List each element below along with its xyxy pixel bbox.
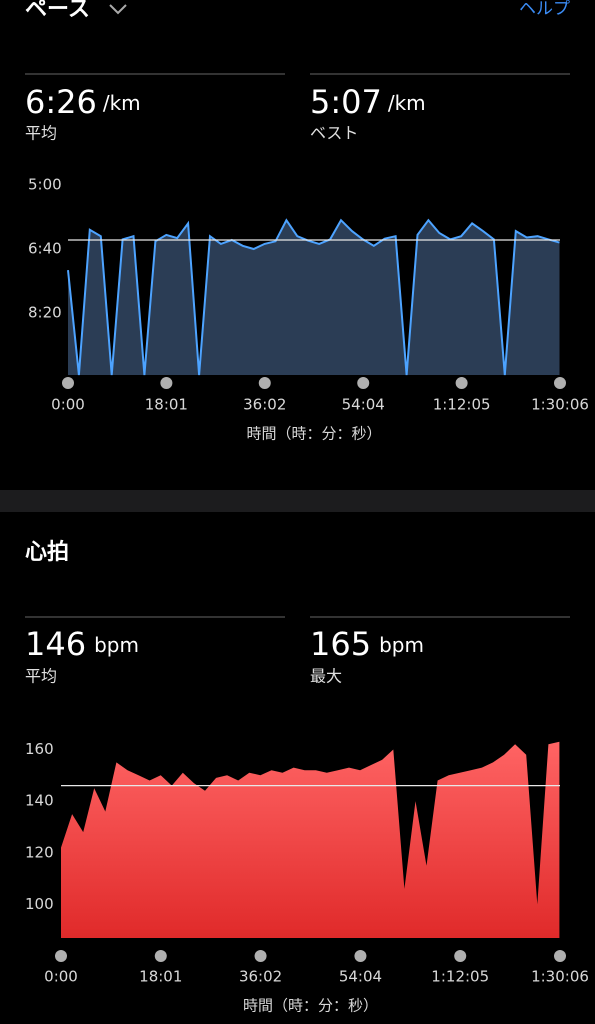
x-tick-dot (454, 950, 467, 962)
stat: 146 bpm (25, 625, 139, 663)
x-tick-dot (354, 950, 367, 962)
line (67, 218, 560, 376)
x-tick-label: 18:01 (139, 968, 182, 986)
y-tick-label: 140 (25, 792, 54, 810)
stat-label: 最大 (310, 667, 342, 686)
stat-label: 平均 (25, 124, 57, 143)
section-title: 心拍 (25, 539, 69, 565)
y-tick-label: 100 (25, 895, 54, 913)
section-separator (0, 490, 595, 512)
x-tick-dot (455, 377, 468, 389)
x-tick-label: 36:02 (239, 968, 282, 986)
section-title: ペース (25, 0, 90, 22)
y-tick-label: 120 (25, 843, 54, 861)
x-tick-label: 1:30:06 (531, 396, 589, 414)
y-tick-label: 5:00 (28, 176, 62, 194)
x-tick-dot (254, 950, 267, 962)
x-tick-dot (154, 950, 167, 962)
chevron[interactable] (109, 4, 127, 15)
x-tick-label: 0:00 (44, 968, 78, 986)
x-tick-label: 54:04 (339, 968, 382, 986)
x-tick-dot (55, 950, 67, 962)
x-tick-label: 1:12:05 (431, 968, 489, 986)
stat: 6:26/km (25, 83, 141, 121)
area (68, 220, 560, 375)
x-axis-label: 時間（時：分：秒） (243, 997, 378, 1015)
x-axis-label: 時間（時：分：秒） (246, 425, 381, 443)
y-tick-label: 6:40 (28, 239, 62, 257)
x-tick-dot (258, 377, 271, 389)
x-tick-label: 1:12:05 (433, 396, 491, 414)
stat: 5:07/km (310, 83, 426, 121)
y-tick-label: 160 (25, 740, 54, 758)
area (61, 741, 560, 938)
x-tick-label: 18:01 (145, 396, 188, 414)
stat-label: 平均 (25, 667, 57, 686)
x-tick-label: 0:00 (51, 396, 85, 414)
x-tick-label: 36:02 (243, 396, 286, 414)
stat: 165 bpm (310, 625, 424, 663)
stat-label: ベスト (310, 124, 358, 143)
help-link[interactable]: ヘルプ (519, 0, 570, 19)
x-tick-dot (160, 377, 173, 389)
y-tick-label: 8:20 (28, 303, 62, 321)
x-tick-label: 1:30:06 (531, 968, 589, 986)
x-tick-dot (357, 377, 370, 389)
x-tick-label: 54:04 (342, 396, 385, 414)
x-tick-dot (554, 377, 566, 389)
x-tick-dot (554, 950, 566, 962)
x-tick-dot (62, 377, 74, 389)
